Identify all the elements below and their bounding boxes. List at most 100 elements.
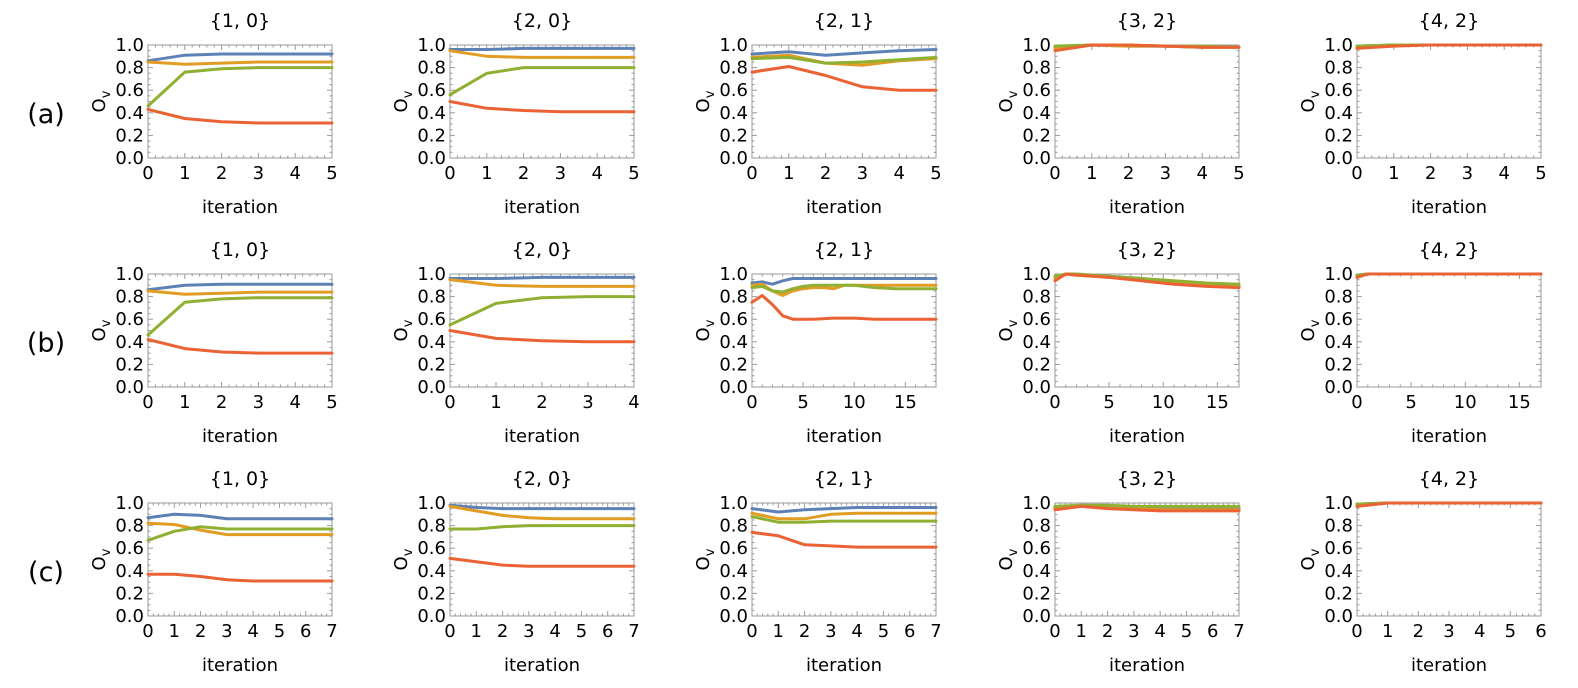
y-tick-label: 0.2 (1324, 583, 1353, 604)
series-line-red (1355, 43, 1543, 50)
series-line-orange (146, 289, 334, 296)
x-tick-label: 2 (820, 163, 831, 184)
y-tick-label: 1.0 (1022, 264, 1051, 285)
panel: {3, 2} 0.00.20.40.60.81.0 0 5 10 15 iteration O… (996, 239, 1241, 447)
panel-title: {1, 0} (210, 239, 270, 261)
panel-title: {2, 1} (814, 10, 874, 32)
y-tick-label: 0.0 (1324, 377, 1353, 398)
x-tick-label: 3 (1443, 621, 1454, 642)
x-tick-label: 4 (1498, 163, 1509, 184)
x-tick-label: 4 (591, 163, 602, 184)
y-tick-label: 0.0 (115, 377, 144, 398)
series-line-orange (146, 521, 334, 537)
y-axis-label-subscript: v (99, 548, 114, 556)
y-axis-label-main: O (996, 556, 1017, 570)
series-line-green (146, 66, 334, 108)
panel: {2, 0} 0.00.20.40.60.81.0 0 1 2 3 4 5 iteration O… (391, 10, 640, 218)
x-tick-label: 1 (783, 163, 794, 184)
y-tick-label: 0.4 (719, 103, 748, 124)
x-tick-label: 2 (799, 621, 810, 642)
series-line-red (146, 338, 334, 355)
series-line-blue (448, 503, 636, 511)
x-axis-label: iteration (1411, 197, 1487, 218)
y-tick-label: 0.4 (719, 561, 748, 582)
x-tick-label: 3 (221, 621, 232, 642)
x-tick-label: 5 (1535, 163, 1546, 184)
y-axis-label-subscript: v (1006, 90, 1021, 98)
x-tick-label: 10 (843, 392, 866, 413)
y-tick-label: 0.4 (1022, 332, 1051, 353)
series-line-blue (146, 52, 334, 63)
x-tick-label: 6 (300, 621, 311, 642)
x-axis-label: iteration (504, 426, 580, 447)
y-tick-label: 0.0 (1324, 148, 1353, 169)
panel-title: {4, 2} (1419, 468, 1479, 490)
x-tick-label: 1 (179, 392, 190, 413)
x-tick-label: 2 (1425, 163, 1436, 184)
x-tick-label: 5 (326, 392, 337, 413)
y-tick-label: 0.6 (417, 309, 446, 330)
x-axis-label: iteration (806, 426, 882, 447)
y-tick-label: 0.0 (417, 606, 446, 627)
panel: {2, 1} 0.00.20.40.60.81.0 0 1 2 3 4 5 iteration O… (693, 10, 942, 218)
y-axis-label: Ov (89, 90, 114, 112)
y-tick-label: 0.2 (1022, 583, 1051, 604)
series-line-blue (146, 512, 334, 521)
y-tick-label: 1.0 (719, 35, 748, 56)
series-line-red (146, 572, 334, 583)
y-tick-label: 0.4 (1324, 561, 1353, 582)
y-axis-label: Ov (996, 548, 1021, 570)
panel-title: {2, 0} (512, 10, 572, 32)
y-tick-label: 1.0 (1324, 493, 1353, 514)
y-tick-label: 0.0 (417, 377, 446, 398)
x-tick-label: 0 (1049, 392, 1060, 413)
x-tick-label: 2 (1413, 621, 1424, 642)
y-tick-label: 0.6 (719, 309, 748, 330)
y-tick-label: 0.8 (417, 516, 446, 537)
x-tick-label: 6 (1535, 621, 1546, 642)
series-line-red (750, 65, 938, 92)
y-tick-label: 0.8 (1022, 58, 1051, 79)
y-axis-label-main: O (391, 327, 412, 341)
x-tick-label: 0 (142, 392, 153, 413)
x-tick-label: 1 (1382, 621, 1393, 642)
y-tick-label: 0.6 (417, 538, 446, 559)
panel-title: {4, 2} (1419, 10, 1479, 32)
y-tick-label: 0.8 (1324, 287, 1353, 308)
x-axis-label: iteration (1109, 197, 1185, 218)
panel-title: {2, 1} (814, 239, 874, 261)
x-tick-label: 4 (247, 621, 258, 642)
x-tick-label: 2 (497, 621, 508, 642)
series-line-red (448, 329, 636, 344)
x-tick-label: 0 (142, 621, 153, 642)
panel-title: {1, 0} (210, 468, 270, 490)
y-axis-label: Ov (89, 548, 114, 570)
panel-title: {3, 2} (1117, 10, 1177, 32)
y-tick-label: 0.6 (115, 80, 144, 101)
y-tick-label: 0.2 (1022, 125, 1051, 146)
y-tick-label: 0.8 (115, 287, 144, 308)
x-tick-label: 3 (253, 163, 264, 184)
x-tick-label: 7 (930, 621, 941, 642)
y-axis-label: Ov (1298, 548, 1323, 570)
x-tick-label: 7 (628, 621, 639, 642)
y-tick-label: 0.2 (417, 125, 446, 146)
x-tick-label: 2 (536, 392, 547, 413)
y-axis-label: Ov (1298, 90, 1323, 112)
plot-frame (449, 273, 635, 388)
y-tick-label: 0.4 (1022, 561, 1051, 582)
y-axis-label-main: O (1298, 327, 1319, 341)
plot-frame (1356, 44, 1542, 159)
panel-title: {2, 1} (814, 468, 874, 490)
x-tick-label: 4 (1196, 163, 1207, 184)
panel-title: {2, 0} (512, 239, 572, 261)
y-tick-label: 0.4 (1324, 332, 1353, 353)
y-tick-label: 0.8 (719, 287, 748, 308)
y-tick-label: 0.2 (417, 583, 446, 604)
panel-title: {3, 2} (1117, 239, 1177, 261)
y-axis-label-subscript: v (99, 319, 114, 327)
series-line-red (1355, 272, 1543, 279)
x-tick-label: 1 (773, 621, 784, 642)
y-tick-label: 0.6 (417, 80, 446, 101)
y-tick-label: 0.0 (417, 148, 446, 169)
